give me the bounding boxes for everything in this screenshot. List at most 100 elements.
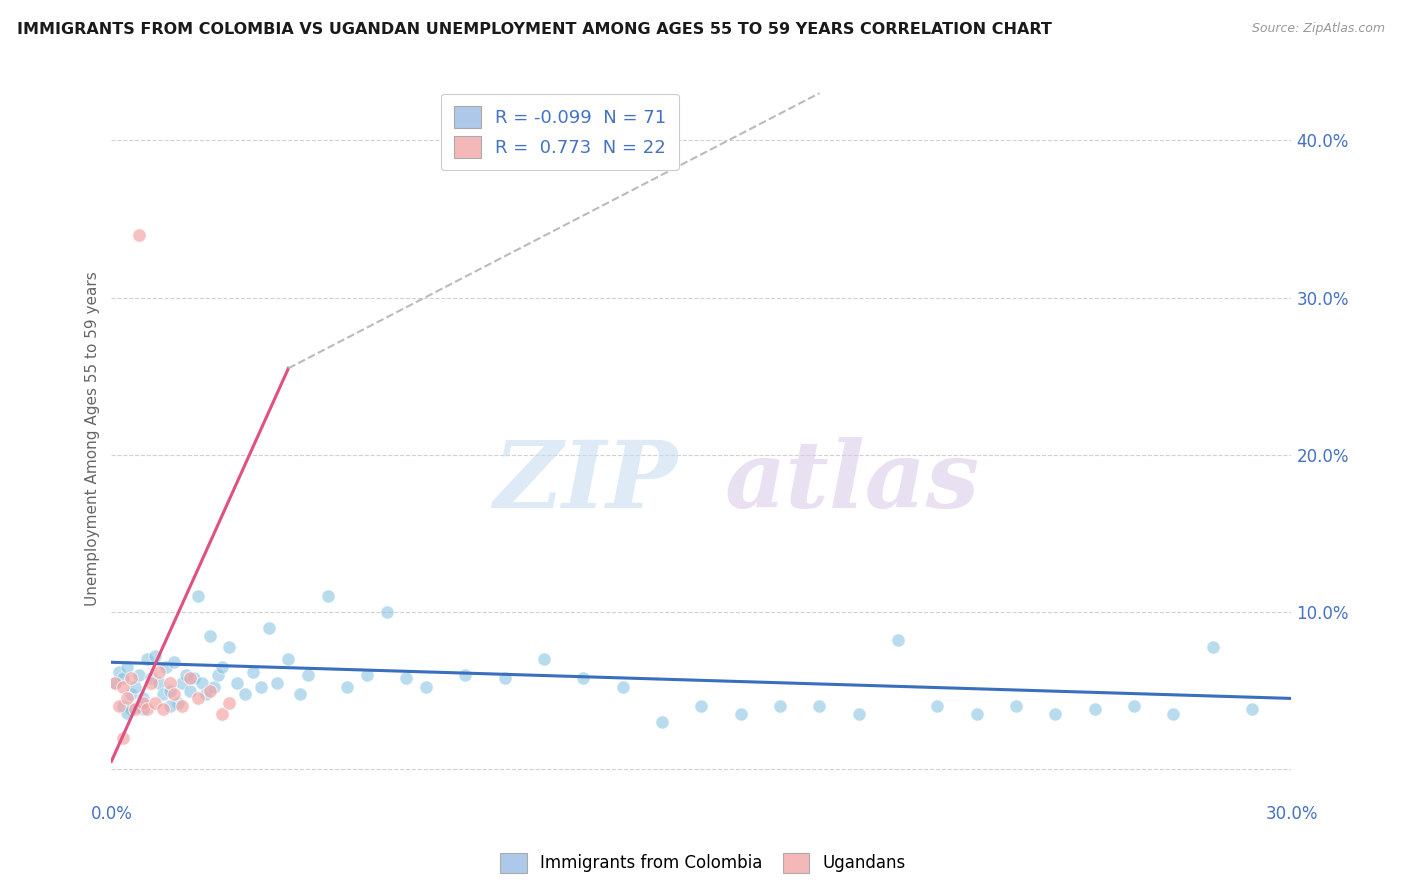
Point: [124, 681, 146, 695]
Point: [198, 628, 221, 642]
Point: [395, 671, 418, 685]
Point: [104, 675, 127, 690]
Point: [1045, 707, 1067, 722]
Point: [211, 660, 233, 674]
Text: Source: ZipAtlas.com: Source: ZipAtlas.com: [1251, 22, 1385, 36]
Point: [112, 671, 135, 685]
Y-axis label: Unemployment Among Ages 55 to 59 years: Unemployment Among Ages 55 to 59 years: [86, 272, 100, 607]
Point: [226, 675, 249, 690]
Point: [1084, 702, 1107, 716]
Point: [132, 696, 155, 710]
Point: [115, 691, 138, 706]
Point: [104, 675, 127, 690]
Point: [202, 681, 225, 695]
Point: [218, 640, 240, 654]
Point: [120, 702, 142, 716]
Text: atlas: atlas: [725, 437, 980, 527]
Point: [172, 675, 194, 690]
Point: [115, 660, 138, 674]
Point: [927, 699, 949, 714]
Point: [128, 227, 150, 242]
Point: [356, 668, 378, 682]
Point: [277, 652, 299, 666]
Point: [120, 687, 142, 701]
Point: [211, 707, 233, 722]
Point: [124, 702, 146, 716]
Point: [163, 655, 186, 669]
Point: [207, 668, 229, 682]
Point: [1241, 702, 1264, 716]
Point: [159, 699, 181, 714]
Point: [112, 681, 135, 695]
Point: [135, 652, 157, 666]
Point: [198, 683, 221, 698]
Point: [250, 681, 273, 695]
Point: [187, 589, 209, 603]
Point: [572, 671, 595, 685]
Point: [108, 665, 131, 679]
Legend: Immigrants from Colombia, Ugandans: Immigrants from Colombia, Ugandans: [494, 847, 912, 880]
Point: [179, 683, 201, 698]
Point: [242, 665, 264, 679]
Point: [266, 675, 288, 690]
Point: [769, 699, 792, 714]
Point: [194, 687, 217, 701]
Point: [297, 668, 319, 682]
Text: IMMIGRANTS FROM COLOMBIA VS UGANDAN UNEMPLOYMENT AMONG AGES 55 TO 59 YEARS CORRE: IMMIGRANTS FROM COLOMBIA VS UGANDAN UNEM…: [17, 22, 1052, 37]
Point: [1123, 699, 1146, 714]
Point: [690, 699, 713, 714]
Point: [155, 660, 177, 674]
Point: [120, 671, 142, 685]
Point: [167, 696, 190, 710]
Point: [143, 696, 166, 710]
Point: [159, 683, 181, 698]
Point: [730, 707, 752, 722]
Point: [172, 699, 194, 714]
Point: [139, 675, 162, 690]
Point: [132, 702, 155, 716]
Point: [257, 621, 280, 635]
Point: [174, 668, 197, 682]
Point: [132, 691, 155, 706]
Text: ZIP: ZIP: [494, 437, 678, 527]
Point: [1005, 699, 1028, 714]
Point: [128, 668, 150, 682]
Point: [454, 668, 477, 682]
Point: [148, 675, 170, 690]
Point: [191, 675, 214, 690]
Point: [218, 696, 240, 710]
Point: [112, 699, 135, 714]
Point: [112, 731, 135, 745]
Point: [143, 648, 166, 663]
Point: [108, 699, 131, 714]
Point: [139, 671, 162, 685]
Point: [128, 699, 150, 714]
Point: [115, 706, 138, 720]
Point: [1202, 640, 1225, 654]
Point: [1163, 707, 1185, 722]
Point: [152, 702, 174, 716]
Point: [163, 687, 186, 701]
Point: [415, 681, 437, 695]
Point: [148, 665, 170, 679]
Point: [808, 699, 831, 714]
Point: [187, 691, 209, 706]
Point: [316, 589, 339, 603]
Point: [494, 671, 516, 685]
Point: [290, 687, 312, 701]
Point: [612, 681, 634, 695]
Legend: R = -0.099  N = 71, R =  0.773  N = 22: R = -0.099 N = 71, R = 0.773 N = 22: [441, 94, 679, 170]
Point: [375, 605, 398, 619]
Point: [152, 687, 174, 701]
Point: [183, 671, 205, 685]
Point: [159, 675, 181, 690]
Point: [336, 681, 359, 695]
Point: [135, 702, 157, 716]
Point: [966, 707, 988, 722]
Point: [848, 707, 870, 722]
Point: [651, 714, 673, 729]
Point: [179, 671, 201, 685]
Point: [233, 687, 256, 701]
Point: [533, 652, 555, 666]
Point: [887, 633, 910, 648]
